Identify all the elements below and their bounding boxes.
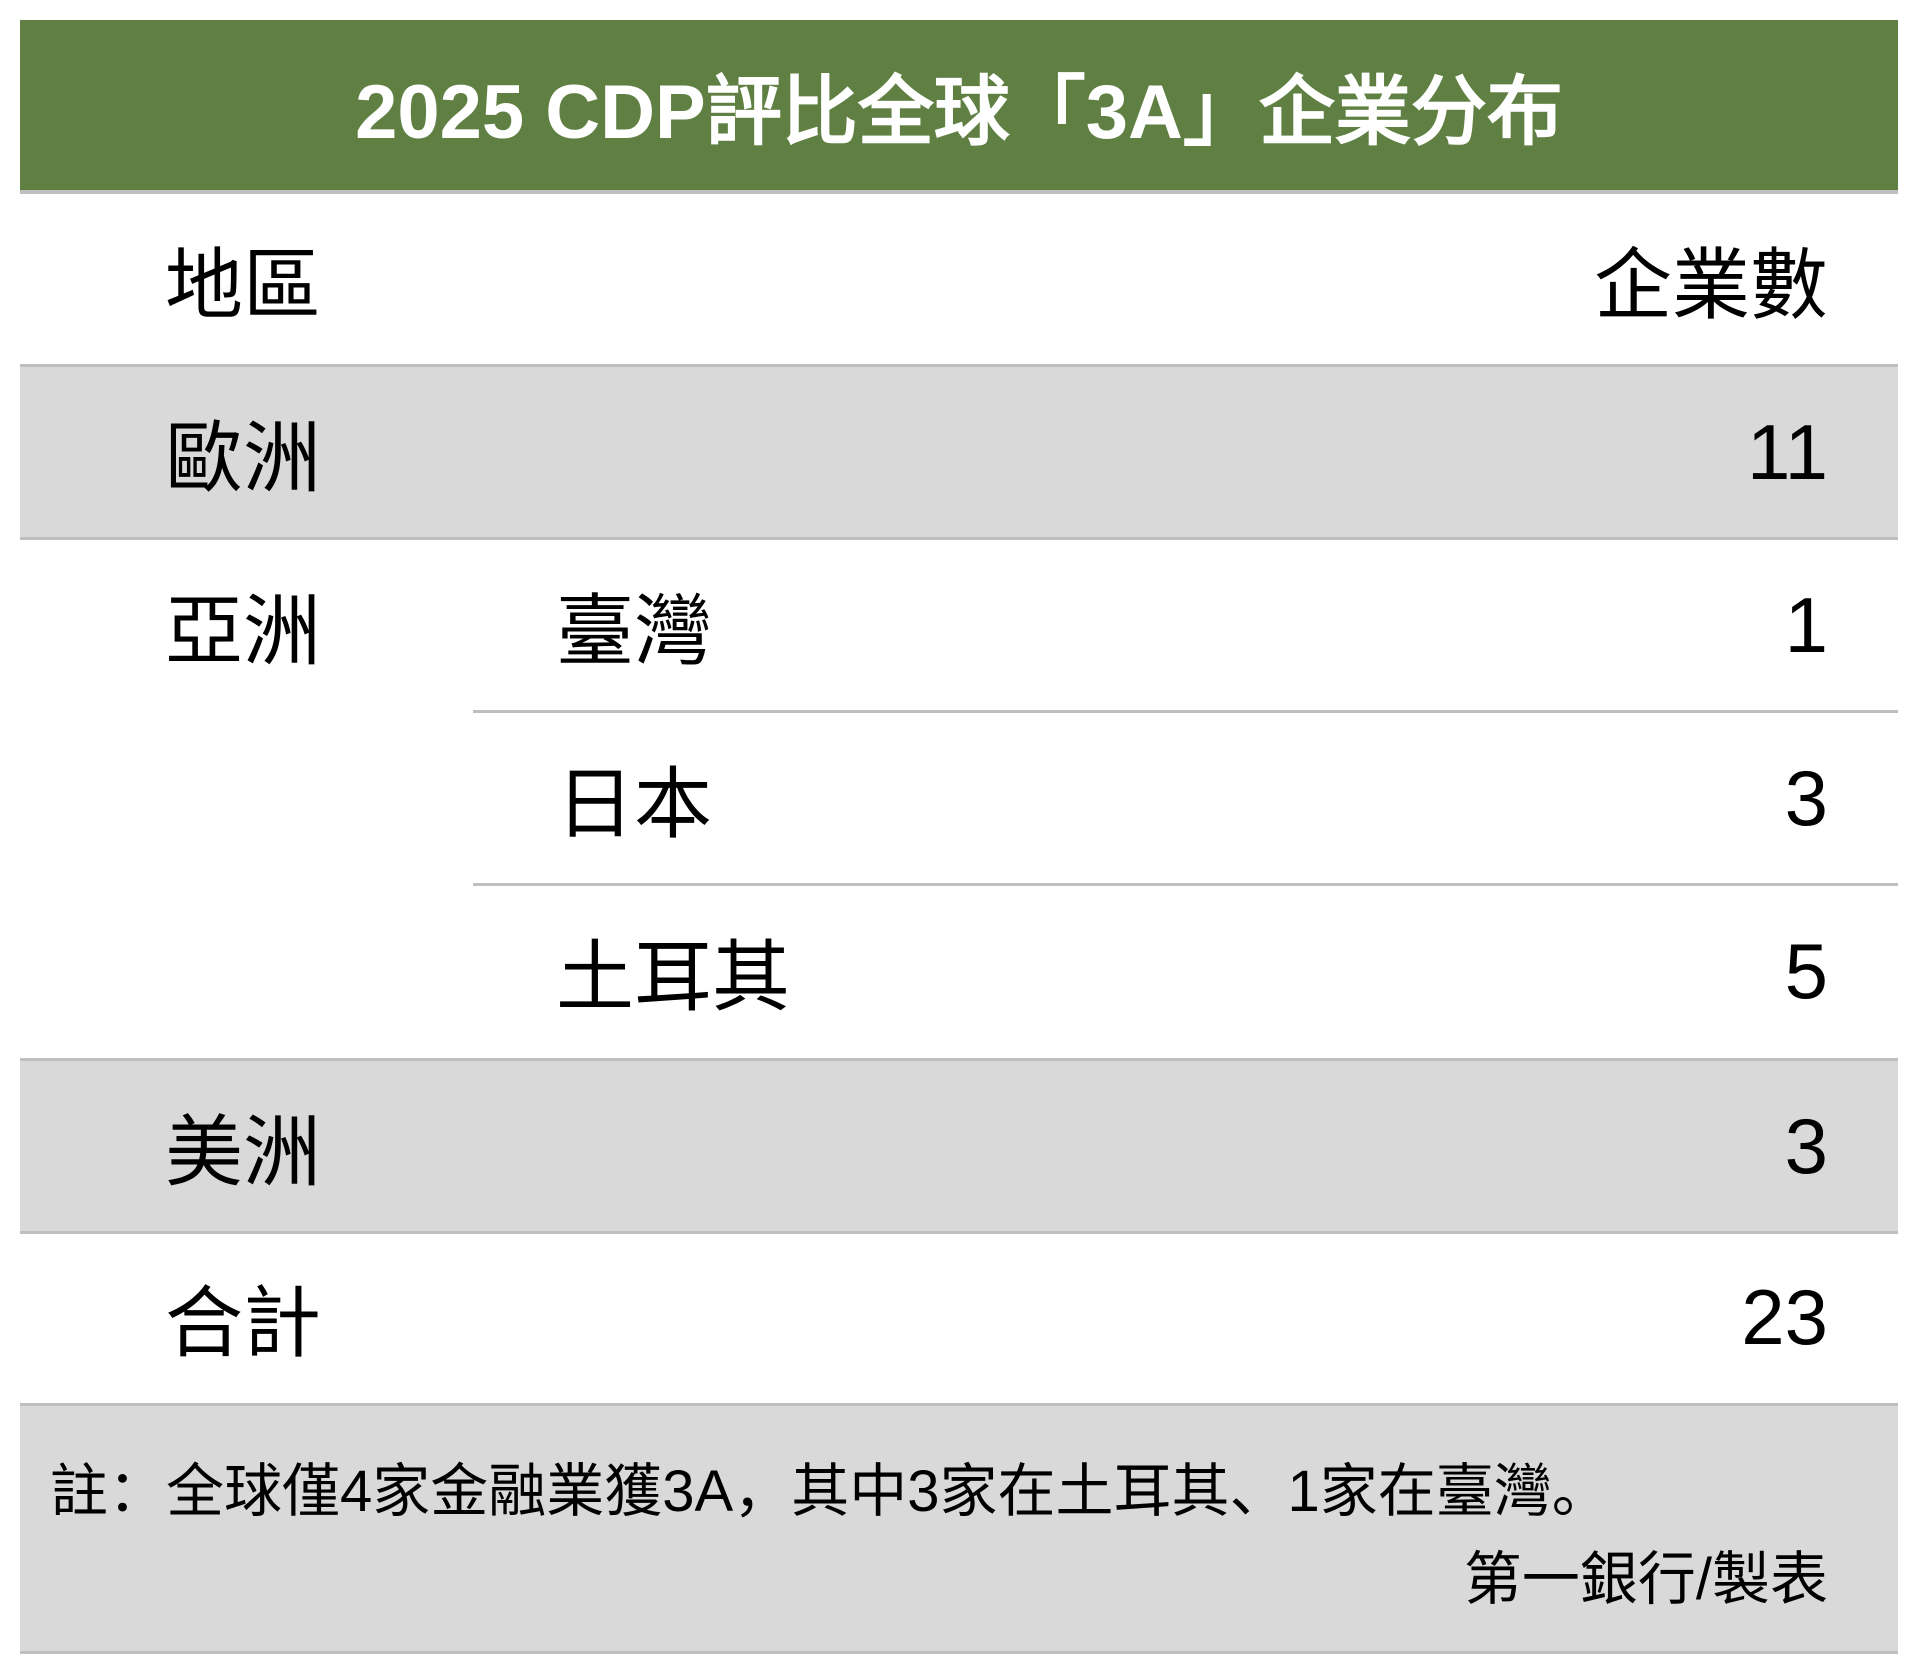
column-header-count: 企業數 (1593, 241, 1828, 329)
header-row: 地區 企業數 (20, 194, 1898, 367)
table-title-bar: 2025 CDP評比全球「3A」企業分布 (20, 20, 1898, 194)
column-header-region: 地區 (165, 241, 322, 329)
source-credit: 第一銀行/製表 (1463, 1547, 1828, 1612)
sub-divider (473, 710, 1898, 713)
subregion-label: 土耳其 (556, 933, 791, 1021)
total-value: 23 (1741, 1272, 1828, 1361)
table-title: 2025 CDP評比全球「3A」企業分布 (355, 70, 1563, 155)
footnote: 註：全球僅4家金融業獲3A，其中3家在土耳其、1家在臺灣。 (50, 1459, 1610, 1524)
table-row-europe: 歐洲 11 (20, 367, 1898, 540)
count-value: 5 (1784, 926, 1828, 1015)
total-label: 合計 (165, 1279, 322, 1367)
subregion-label: 日本 (556, 760, 713, 848)
table-row-total: 合計 23 (20, 1232, 1898, 1402)
region-label: 美洲 (165, 1108, 322, 1196)
count-value: 3 (1784, 753, 1828, 842)
table-row-americas: 美洲 3 (20, 1058, 1898, 1234)
table-row-asia-group: 亞洲 臺灣 1 日本 3 土耳其 5 (20, 540, 1898, 1058)
count-value: 1 (1784, 580, 1828, 669)
count-value: 3 (1784, 1101, 1828, 1190)
region-label: 亞洲 (165, 587, 322, 675)
table-footer: 註：全球僅4家金融業獲3A，其中3家在土耳其、1家在臺灣。 第一銀行/製表 (20, 1403, 1898, 1654)
sub-divider (473, 883, 1898, 886)
region-label: 歐洲 (165, 414, 322, 502)
count-value: 11 (1747, 407, 1828, 496)
subregion-label: 臺灣 (556, 587, 713, 675)
